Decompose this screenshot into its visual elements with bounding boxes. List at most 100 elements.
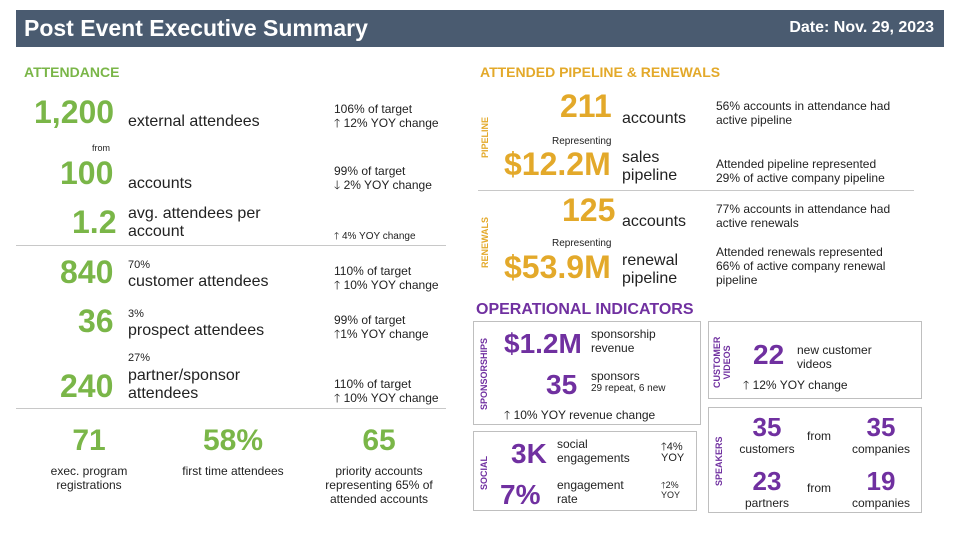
renewal-pipeline-note-1: Attended renewals represented	[716, 245, 883, 259]
partner-speakers-label: partners	[744, 496, 790, 510]
social-engagements-label-1: social	[557, 437, 588, 451]
engagement-rate-label-2: rate	[557, 492, 578, 506]
page-title: Post Event Executive Summary	[24, 15, 368, 41]
renewals-accounts-number: 125	[562, 192, 616, 228]
sales-pipeline-label-1: sales	[622, 149, 660, 166]
pipeline-accounts-label: accounts	[622, 110, 687, 127]
prospect-attendees-label: prospect attendees	[128, 322, 265, 339]
partner-companies-stat: 19 companies	[845, 466, 917, 510]
partner-companies-number: 19	[866, 466, 896, 496]
attendance-heading: ATTENDANCE	[24, 64, 120, 80]
customer-attendees-yoy: 🡑 10% YOY change	[334, 278, 439, 292]
accounts-target: 99% of target	[334, 164, 406, 178]
customer-speakers-label: customers	[739, 442, 795, 456]
accounts-number: 100	[60, 155, 114, 191]
renewals-accounts-note-1: 77% accounts in attendance had	[716, 202, 891, 216]
sponsorships-box: SPONSORSHIPS $1.2M sponsorship revenue 3…	[473, 321, 701, 425]
attendance-divider-2	[16, 408, 446, 409]
partner-attendees-yoy: 🡑 10% YOY change	[334, 391, 439, 405]
accounts-yoy: 🡓 2% YOY change	[334, 178, 432, 192]
partner-attendees-label-2: attendees	[128, 385, 199, 402]
customer-speakers-number: 35	[752, 412, 782, 442]
partner-speakers-from: from	[807, 481, 831, 495]
priority-accounts-number: 65	[362, 424, 396, 457]
customer-videos-label-1: new customer	[797, 343, 872, 357]
partner-attendees-label-1: partner/sponsor	[128, 367, 241, 384]
sales-pipeline-note-2: 29% of active company pipeline	[716, 171, 885, 185]
prospect-attendees-target: 99% of target	[334, 313, 406, 327]
avg-attendees-number: 1.2	[72, 204, 117, 240]
customer-companies-stat: 35 companies	[845, 412, 917, 456]
renewals-accounts-note-2: active renewals	[716, 216, 799, 230]
external-attendees-number: 1,200	[34, 94, 115, 130]
priority-accounts-stat: 65 priority accounts representing 65% of…	[304, 424, 454, 506]
renewals-side-label: RENEWALS	[480, 216, 490, 268]
header-bar: Post Event Executive Summary Date: Nov. …	[16, 10, 944, 47]
engagement-rate-number: 7%	[500, 479, 541, 510]
customer-videos-label-2: videos	[797, 357, 832, 371]
renewal-pipeline-note-3: pipeline	[716, 273, 758, 287]
customer-videos-side-label: CUSTOMER VIDEOS	[712, 337, 732, 388]
sales-pipeline-value: $12.2M	[504, 146, 611, 182]
renewals-accounts-label: accounts	[622, 213, 687, 230]
prospect-attendees-number: 36	[78, 303, 114, 339]
avg-attendees-label-1: avg. attendees per	[128, 205, 261, 222]
renewal-pipeline-note-2: 66% of active company renewal	[716, 259, 886, 273]
customer-attendees-number: 840	[60, 254, 114, 290]
customer-speakers-stat: 35 customers	[733, 412, 801, 456]
exec-program-stat: 71 exec. program registrations	[16, 424, 162, 492]
engagement-rate-yoy-2: YOY	[661, 490, 681, 500]
customer-speakers-from: from	[807, 429, 831, 443]
accounts-label: accounts	[128, 175, 193, 192]
avg-attendees-yoy: 🡑 4% YOY change	[334, 231, 416, 242]
sponsorship-revenue-label-1: sponsorship	[591, 327, 656, 341]
first-time-number: 58%	[202, 424, 264, 457]
pipeline-heading: ATTENDED PIPELINE & RENEWALS	[480, 64, 721, 80]
pipeline-accounts-number: 211	[560, 88, 612, 124]
engagement-rate-label-1: engagement	[557, 478, 624, 492]
from-label: from	[92, 143, 110, 153]
priority-accounts-label-2: representing 65% of	[325, 478, 433, 492]
pipeline-representing: Representing	[552, 136, 612, 147]
pipeline-divider	[478, 190, 914, 191]
social-engagements-label-2: engagements	[557, 451, 630, 465]
social-box: SOCIAL 3K social engagements 🡑4% YOY 7% …	[473, 431, 697, 511]
first-time-label: first time attendees	[182, 464, 284, 478]
partner-speakers-number: 23	[752, 466, 782, 496]
customer-companies-number: 35	[866, 412, 896, 442]
external-attendees-yoy: 🡑 12% YOY change	[334, 116, 439, 130]
renewals-representing: Representing	[552, 238, 612, 249]
partner-speakers-stat: 23 partners	[733, 466, 801, 510]
customer-attendees-label: customer attendees	[128, 273, 269, 290]
exec-program-number: 71	[72, 424, 106, 457]
customer-videos-box: CUSTOMER VIDEOS 22 new customer videos 🡑…	[708, 321, 922, 399]
exec-program-label-1: exec. program	[50, 464, 128, 478]
renewal-pipeline-label-2: pipeline	[622, 270, 678, 287]
speakers-side-label: SPEAKERS	[714, 436, 724, 486]
sponsorships-side-label: SPONSORSHIPS	[479, 337, 489, 410]
social-engagements-yoy-1: 🡑4%	[661, 441, 683, 453]
customer-videos-side-label-1: CUSTOMER	[712, 336, 722, 388]
pipeline-accounts-note-1: 56% accounts in attendance had	[716, 99, 891, 113]
partner-attendees-pct: 27%	[128, 352, 151, 364]
external-attendees-target: 106% of target	[334, 102, 413, 116]
sponsorship-revenue-label-2: revenue	[591, 341, 635, 355]
speakers-box: SPEAKERS 35 customers from 35 companies …	[708, 407, 922, 513]
exec-program-label-2: registrations	[56, 478, 122, 492]
customer-attendees-target: 110% of target	[334, 264, 412, 278]
customer-videos-side-label-2: VIDEOS	[722, 345, 732, 380]
partner-attendees-number: 240	[60, 368, 114, 404]
customer-videos-number: 22	[753, 339, 785, 370]
social-engagements-number: 3K	[511, 438, 547, 469]
external-attendees-label: external attendees	[128, 113, 260, 130]
sales-pipeline-label-2: pipeline	[622, 167, 678, 184]
sponsors-detail: 29 repeat, 6 new	[591, 383, 666, 394]
engagement-rate-yoy-1: 🡑2%	[661, 480, 679, 490]
pipeline-accounts-note-2: active pipeline	[716, 113, 793, 127]
first-time-stat: 58% first time attendees	[160, 424, 306, 478]
sales-pipeline-note-1: Attended pipeline represented	[716, 157, 877, 171]
sponsors-number: 35	[546, 369, 578, 400]
partner-companies-label: companies	[851, 496, 911, 510]
prospect-attendees-pct: 3%	[128, 308, 144, 320]
report-date: Date: Nov. 29, 2023	[789, 19, 934, 36]
